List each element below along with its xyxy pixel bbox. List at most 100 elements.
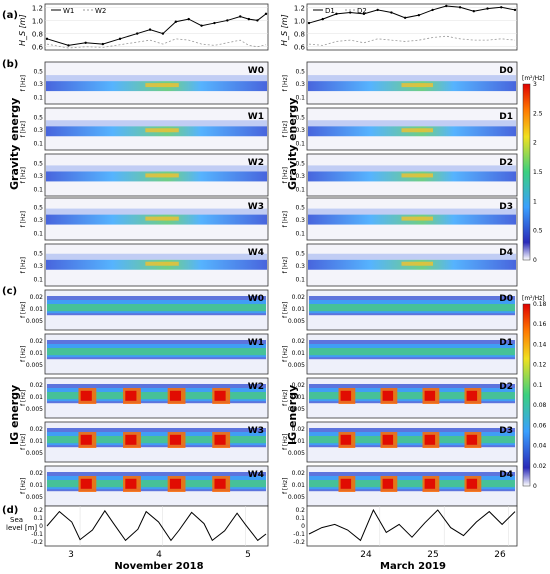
freq-tick-ig-right-0-1: 0.01 xyxy=(292,306,306,313)
freq-tick-ig-left-4-1: 0.01 xyxy=(30,482,44,489)
spectrogram-grav-left-3: W3 0.5 0.3 0.1 f [Hz] xyxy=(20,197,269,241)
energy-halo xyxy=(308,120,516,127)
energy-peak xyxy=(145,173,179,178)
freq-label-grav-left-1: f [Hz] xyxy=(20,121,27,137)
hs-point-W1-12 xyxy=(226,19,229,22)
freq-tick-ig-left-1-0: 0.02 xyxy=(30,338,44,345)
freq-tick-grav-right-0-1: 0.3 xyxy=(295,81,305,88)
freq-tick-ig-left-1-1: 0.01 xyxy=(30,350,44,357)
freq-label-ig-left-2: f [Hz] xyxy=(20,390,27,406)
freq-tick-grav-right-1-2: 0.1 xyxy=(295,140,305,147)
legend-label-W1: W1 xyxy=(63,7,74,15)
ig-energy-layer-2 xyxy=(309,436,515,444)
freq-tick-grav-right-2-0: 0.5 xyxy=(295,160,305,167)
tick-mar-25: 25 xyxy=(427,550,438,560)
ig-peak-3 xyxy=(214,478,226,489)
sea-ytick-left-4: -0.2 xyxy=(31,539,43,546)
hs-point-W1-5 xyxy=(135,32,139,35)
hs-point-D1-9 xyxy=(431,8,434,12)
tick-mar-26: 26 xyxy=(494,550,506,560)
legend-label-D2: D2 xyxy=(357,7,367,15)
freq-tick-grav-left-4-0: 0.5 xyxy=(33,250,43,257)
spectrogram-label-grav-left-2: W2 xyxy=(248,158,264,168)
sea-ytick-left-0: 0.2 xyxy=(33,507,43,514)
sea-level-chart-right: 0.20.10-0.1-0.2 xyxy=(293,505,518,547)
hs-ytick-left-3: 1.2 xyxy=(32,4,43,12)
ig-peak-1 xyxy=(125,390,137,401)
freq-label-grav-left-4: f [Hz] xyxy=(20,257,27,273)
spectrogram-grav-right-4: D4 0.5 0.3 0.1 f [Hz] xyxy=(282,243,518,287)
gravity-energy-label-right: Gravity energy xyxy=(286,98,299,190)
hs-point-D1-3 xyxy=(349,11,352,14)
hs-point-W1-9 xyxy=(187,17,190,21)
legend-label-D1: D1 xyxy=(325,7,335,15)
ig-energy-layer-2 xyxy=(47,348,266,356)
ig-peak-2 xyxy=(424,478,436,489)
freq-label-grav-right-0: f [Hz] xyxy=(282,75,289,91)
hs-point-D1-5 xyxy=(376,8,379,12)
freq-tick-ig-left-3-0: 0.02 xyxy=(30,426,44,433)
freq-tick-grav-right-4-1: 0.3 xyxy=(295,263,305,270)
freq-label-grav-right-1: f [Hz] xyxy=(282,121,289,137)
hs-point-D1-13 xyxy=(486,7,489,10)
hs-ytick-right-2: 1.0 xyxy=(294,17,305,25)
hs-point-W1-2 xyxy=(84,41,87,44)
sea-level-line-right xyxy=(308,508,516,542)
hs-ytick-left-0: 0.6 xyxy=(32,44,44,52)
energy-peak xyxy=(145,128,179,133)
freq-tick-ig-left-0-0: 0.02 xyxy=(30,294,44,301)
spectrogram-grav-left-1: W1 0.5 0.3 0.1 f [Hz] xyxy=(20,107,269,151)
freq-tick-grav-right-1-0: 0.5 xyxy=(295,114,305,121)
freq-tick-grav-right-2-2: 0.1 xyxy=(295,186,305,193)
ig-peak-2 xyxy=(424,434,436,445)
hs-point-W1-14 xyxy=(247,17,251,21)
sea-ytick-left-2: 0 xyxy=(39,523,43,530)
sea-ytick-right-2: 0 xyxy=(301,523,305,530)
ig-peak-3 xyxy=(214,434,226,445)
panel-letter-c: (c) xyxy=(2,286,17,297)
sea-frame-right xyxy=(306,505,518,547)
hs-frame-right xyxy=(306,3,518,51)
spectrogram-label-grav-right-1: D1 xyxy=(499,112,513,122)
spectrogram-grav-right-3: D3 0.5 0.3 0.1 f [Hz] xyxy=(282,197,518,241)
spectrogram-label-grav-right-3: D3 xyxy=(499,202,513,212)
ig-peak-0 xyxy=(80,434,92,445)
hs-chart-right: 0.6 0.8 1.0 1.2 H_S [m] D1 D2 xyxy=(280,3,518,52)
hs-point-W1-6 xyxy=(148,28,152,31)
spectrogram-label-ig-left-4: W4 xyxy=(248,470,264,480)
freq-tick-grav-left-4-1: 0.3 xyxy=(33,263,43,270)
freq-tick-grav-right-0-2: 0.1 xyxy=(295,94,305,101)
freq-tick-ig-right-1-0: 0.02 xyxy=(292,338,306,345)
freq-tick-ig-right-2-0: 0.02 xyxy=(292,382,306,389)
spectrogram-grav-right-0: D0 0.5 0.3 0.1 f [Hz] xyxy=(282,61,518,105)
ig-energy-layer-2 xyxy=(309,480,515,488)
hs-series-D2 xyxy=(308,35,516,46)
freq-tick-ig-right-2-2: 0.005 xyxy=(288,406,305,413)
x-axis-label-right: March 2019 xyxy=(380,561,446,572)
freq-tick-ig-right-4-2: 0.005 xyxy=(288,494,305,501)
ig-peak-1 xyxy=(382,390,394,401)
hs-point-D1-6 xyxy=(390,11,393,14)
spectrogram-label-ig-right-3: D3 xyxy=(499,426,513,436)
hs-point-D1-11 xyxy=(458,6,462,9)
spectrogram-label-ig-right-1: D1 xyxy=(499,338,513,348)
colorbar-tick-gravity-2: 2 xyxy=(533,140,537,147)
hs-point-D1-2 xyxy=(335,12,338,16)
freq-label-grav-right-4: f [Hz] xyxy=(282,257,289,273)
spectrogram-label-grav-right-2: D2 xyxy=(499,158,513,168)
freq-label-grav-right-3: f [Hz] xyxy=(282,211,289,227)
ig-peak-1 xyxy=(382,434,394,445)
colorbar-tick-gravity-1: 2.5 xyxy=(533,110,543,117)
hs-point-D1-10 xyxy=(445,4,448,8)
freq-tick-grav-left-1-1: 0.3 xyxy=(33,127,43,134)
x-axis-label-left: November 2018 xyxy=(114,561,203,572)
colorbar-tick-ig-7: 0.04 xyxy=(533,443,547,450)
ig-peak-1 xyxy=(382,478,394,489)
freq-tick-ig-right-4-1: 0.01 xyxy=(292,482,306,489)
colorbar-tick-ig-1: 0.16 xyxy=(533,321,547,328)
freq-label-ig-right-2: f [Hz] xyxy=(282,390,289,406)
hs-point-W1-15 xyxy=(256,19,259,22)
colorbar-ig xyxy=(522,303,531,487)
